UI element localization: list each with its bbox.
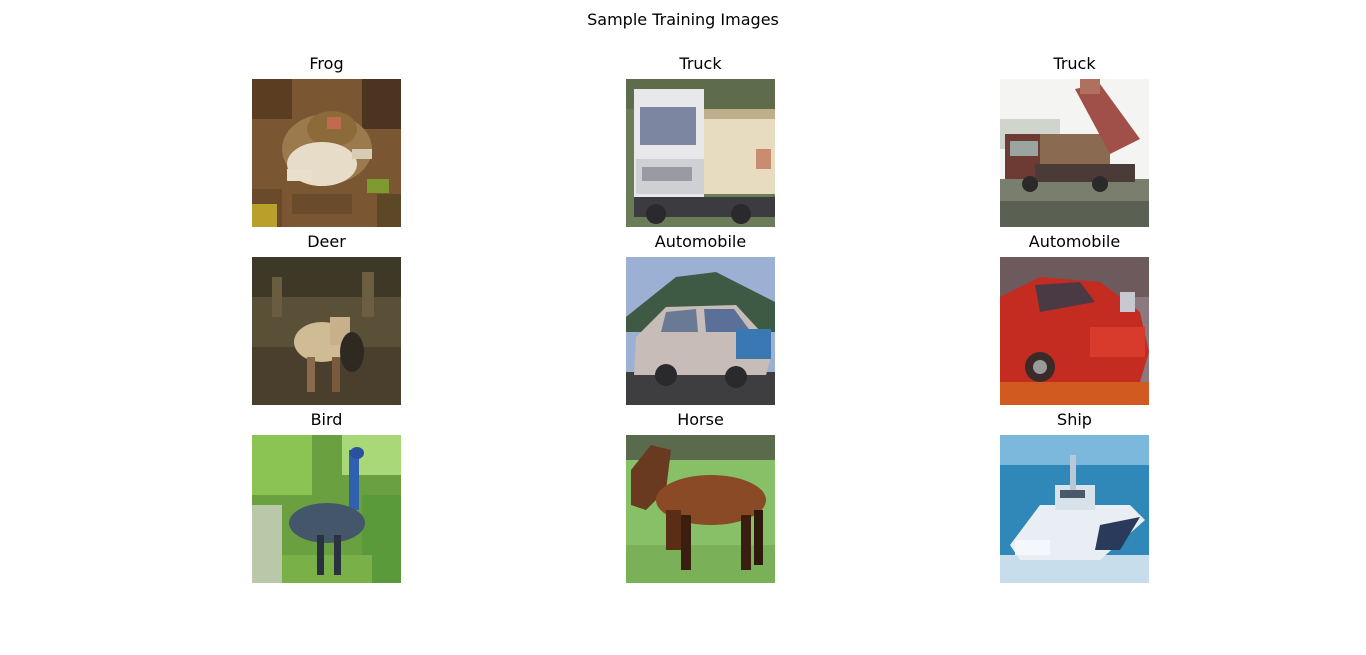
panel-title: Horse (526, 410, 875, 430)
red-car-image (1000, 257, 1149, 405)
panel-title: Automobile (900, 232, 1249, 252)
panel-title: Bird (152, 410, 501, 430)
ship-image (1000, 435, 1149, 583)
panel-title: Ship (900, 410, 1249, 430)
horse-image (626, 435, 775, 583)
panel-title: Automobile (526, 232, 875, 252)
truck-image (626, 79, 775, 227)
panel-title: Deer (152, 232, 501, 252)
panel-title: Truck (900, 54, 1249, 74)
panel-title: Frog (152, 54, 501, 74)
deer-image (252, 257, 401, 405)
figure-title: Sample Training Images (0, 10, 1366, 30)
bird-image (252, 435, 401, 583)
dump-truck-image (1000, 79, 1149, 227)
car-image (626, 257, 775, 405)
panel-title: Truck (526, 54, 875, 74)
frog-image (252, 79, 401, 227)
